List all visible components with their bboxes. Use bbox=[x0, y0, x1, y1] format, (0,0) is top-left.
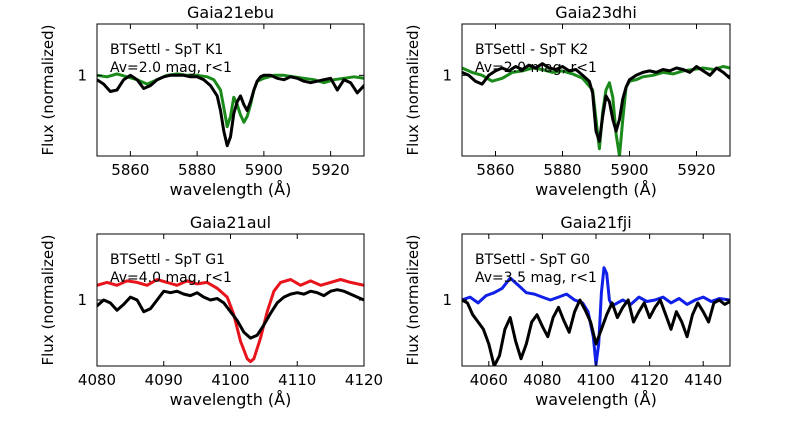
x-tick-label: 5860 bbox=[476, 161, 514, 179]
x-tick-label: 4100 bbox=[577, 371, 615, 389]
panel-1: 5860 5880 5900 5920 1 Gaia21ebu wavelength (Å)… bbox=[39, 3, 365, 199]
x-tick-label: 5900 bbox=[245, 161, 283, 179]
x-tick-label: 4140 bbox=[684, 371, 722, 389]
x-axis-label: wavelength (Å) bbox=[170, 180, 292, 199]
panel-title: Gaia21fji bbox=[560, 213, 631, 232]
x-axis-label: wavelength (Å) bbox=[170, 390, 292, 409]
series-line-1 bbox=[462, 266, 730, 366]
series-line-1 bbox=[97, 278, 364, 364]
x-tick-label: 5880 bbox=[178, 161, 216, 179]
y-axis-label: Flux (normalized) bbox=[404, 24, 422, 155]
panel-title: Gaia21aul bbox=[190, 213, 271, 232]
panel-2: 5860 5880 5900 5920 1 Gaia23dhi wavelength (Å)… bbox=[404, 3, 731, 199]
series-line-1 bbox=[462, 65, 730, 156]
panel-3: 4080 4090 4100 4110 4120 1 Gaia21aul wavelength… bbox=[39, 213, 383, 409]
y-axis-label: Flux (normalized) bbox=[404, 234, 422, 365]
x-tick-label: 5880 bbox=[543, 161, 581, 179]
y-axis-label: Flux (normalized) bbox=[39, 24, 57, 155]
x-tick-label: 5920 bbox=[312, 161, 350, 179]
x-tick-label: 4080 bbox=[78, 371, 116, 389]
axes-frame bbox=[461, 23, 731, 157]
axes-frame bbox=[96, 23, 365, 157]
y-tick-label: 1 bbox=[77, 66, 87, 84]
x-tick-label: 4090 bbox=[145, 371, 183, 389]
y-tick-label: 1 bbox=[77, 291, 87, 309]
annotation-text: BTSettl - SpT G1 bbox=[110, 252, 225, 268]
y-tick-label: 1 bbox=[442, 66, 452, 84]
annotation-text: BTSettl - SpT G0 bbox=[475, 252, 590, 268]
plot-area bbox=[97, 72, 364, 148]
annotation-text: Av=2.0 mag, r<1 bbox=[110, 60, 232, 76]
x-tick-label: 4100 bbox=[211, 371, 249, 389]
x-axis-label: wavelength (Å) bbox=[535, 180, 657, 199]
plot-area bbox=[462, 62, 730, 156]
annotation-text: BTSettl - SpT K1 bbox=[110, 42, 223, 58]
x-tick-label: 5900 bbox=[610, 161, 648, 179]
annotation-text: Av=3.5 mag, r<1 bbox=[475, 270, 597, 286]
panel-4: 4060 4080 4100 4120 4140 1 Gaia21fji wavelength… bbox=[404, 213, 731, 409]
plot-area bbox=[97, 278, 364, 364]
x-axis-label: wavelength (Å) bbox=[535, 390, 657, 409]
x-tick-label: 5920 bbox=[677, 161, 715, 179]
x-tick-label: 4120 bbox=[345, 371, 383, 389]
annotation-text: BTSettl - SpT K2 bbox=[475, 42, 588, 58]
plot-area bbox=[462, 266, 730, 366]
y-tick-label: 1 bbox=[442, 291, 452, 309]
panel-title: Gaia21ebu bbox=[187, 3, 274, 22]
x-tick-label: 4080 bbox=[523, 371, 561, 389]
series-line-2 bbox=[97, 288, 364, 340]
y-axis-label: Flux (normalized) bbox=[39, 234, 57, 365]
series-line-2 bbox=[462, 62, 730, 143]
annotation-text: Av=2.0 mag, r<1 bbox=[475, 60, 597, 76]
x-tick-label: 4120 bbox=[631, 371, 669, 389]
x-tick-label: 5860 bbox=[111, 161, 149, 179]
panel-title: Gaia23dhi bbox=[555, 3, 637, 22]
series-line-2 bbox=[462, 298, 730, 366]
annotation-text: Av=4.0 mag, r<1 bbox=[110, 270, 232, 286]
x-tick-label: 4060 bbox=[470, 371, 508, 389]
x-tick-label: 4110 bbox=[278, 371, 316, 389]
series-line-2 bbox=[97, 73, 364, 148]
